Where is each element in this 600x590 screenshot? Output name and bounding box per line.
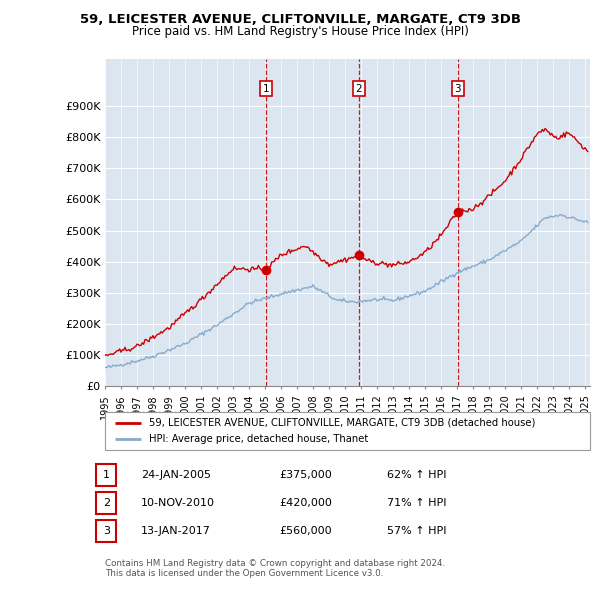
- Text: 1: 1: [103, 470, 110, 480]
- Text: 59, LEICESTER AVENUE, CLIFTONVILLE, MARGATE, CT9 3DB: 59, LEICESTER AVENUE, CLIFTONVILLE, MARG…: [79, 13, 521, 26]
- Text: 24-JAN-2005: 24-JAN-2005: [141, 470, 211, 480]
- Text: 57% ↑ HPI: 57% ↑ HPI: [387, 526, 446, 536]
- Text: 59, LEICESTER AVENUE, CLIFTONVILLE, MARGATE, CT9 3DB (detached house): 59, LEICESTER AVENUE, CLIFTONVILLE, MARG…: [149, 418, 535, 428]
- Text: £420,000: £420,000: [279, 498, 332, 507]
- Text: 3: 3: [103, 526, 110, 536]
- Text: 10-NOV-2010: 10-NOV-2010: [141, 498, 215, 507]
- Text: Price paid vs. HM Land Registry's House Price Index (HPI): Price paid vs. HM Land Registry's House …: [131, 25, 469, 38]
- Text: 3: 3: [454, 84, 461, 94]
- Text: £375,000: £375,000: [279, 470, 332, 480]
- Text: 62% ↑ HPI: 62% ↑ HPI: [387, 470, 446, 480]
- Text: £560,000: £560,000: [279, 526, 332, 536]
- Text: This data is licensed under the Open Government Licence v3.0.: This data is licensed under the Open Gov…: [105, 569, 383, 578]
- Text: Contains HM Land Registry data © Crown copyright and database right 2024.: Contains HM Land Registry data © Crown c…: [105, 559, 445, 568]
- Text: HPI: Average price, detached house, Thanet: HPI: Average price, detached house, Than…: [149, 434, 368, 444]
- Text: 1: 1: [263, 84, 269, 94]
- Text: 71% ↑ HPI: 71% ↑ HPI: [387, 498, 446, 507]
- Text: 2: 2: [355, 84, 362, 94]
- Text: 13-JAN-2017: 13-JAN-2017: [141, 526, 211, 536]
- Text: 2: 2: [103, 498, 110, 507]
